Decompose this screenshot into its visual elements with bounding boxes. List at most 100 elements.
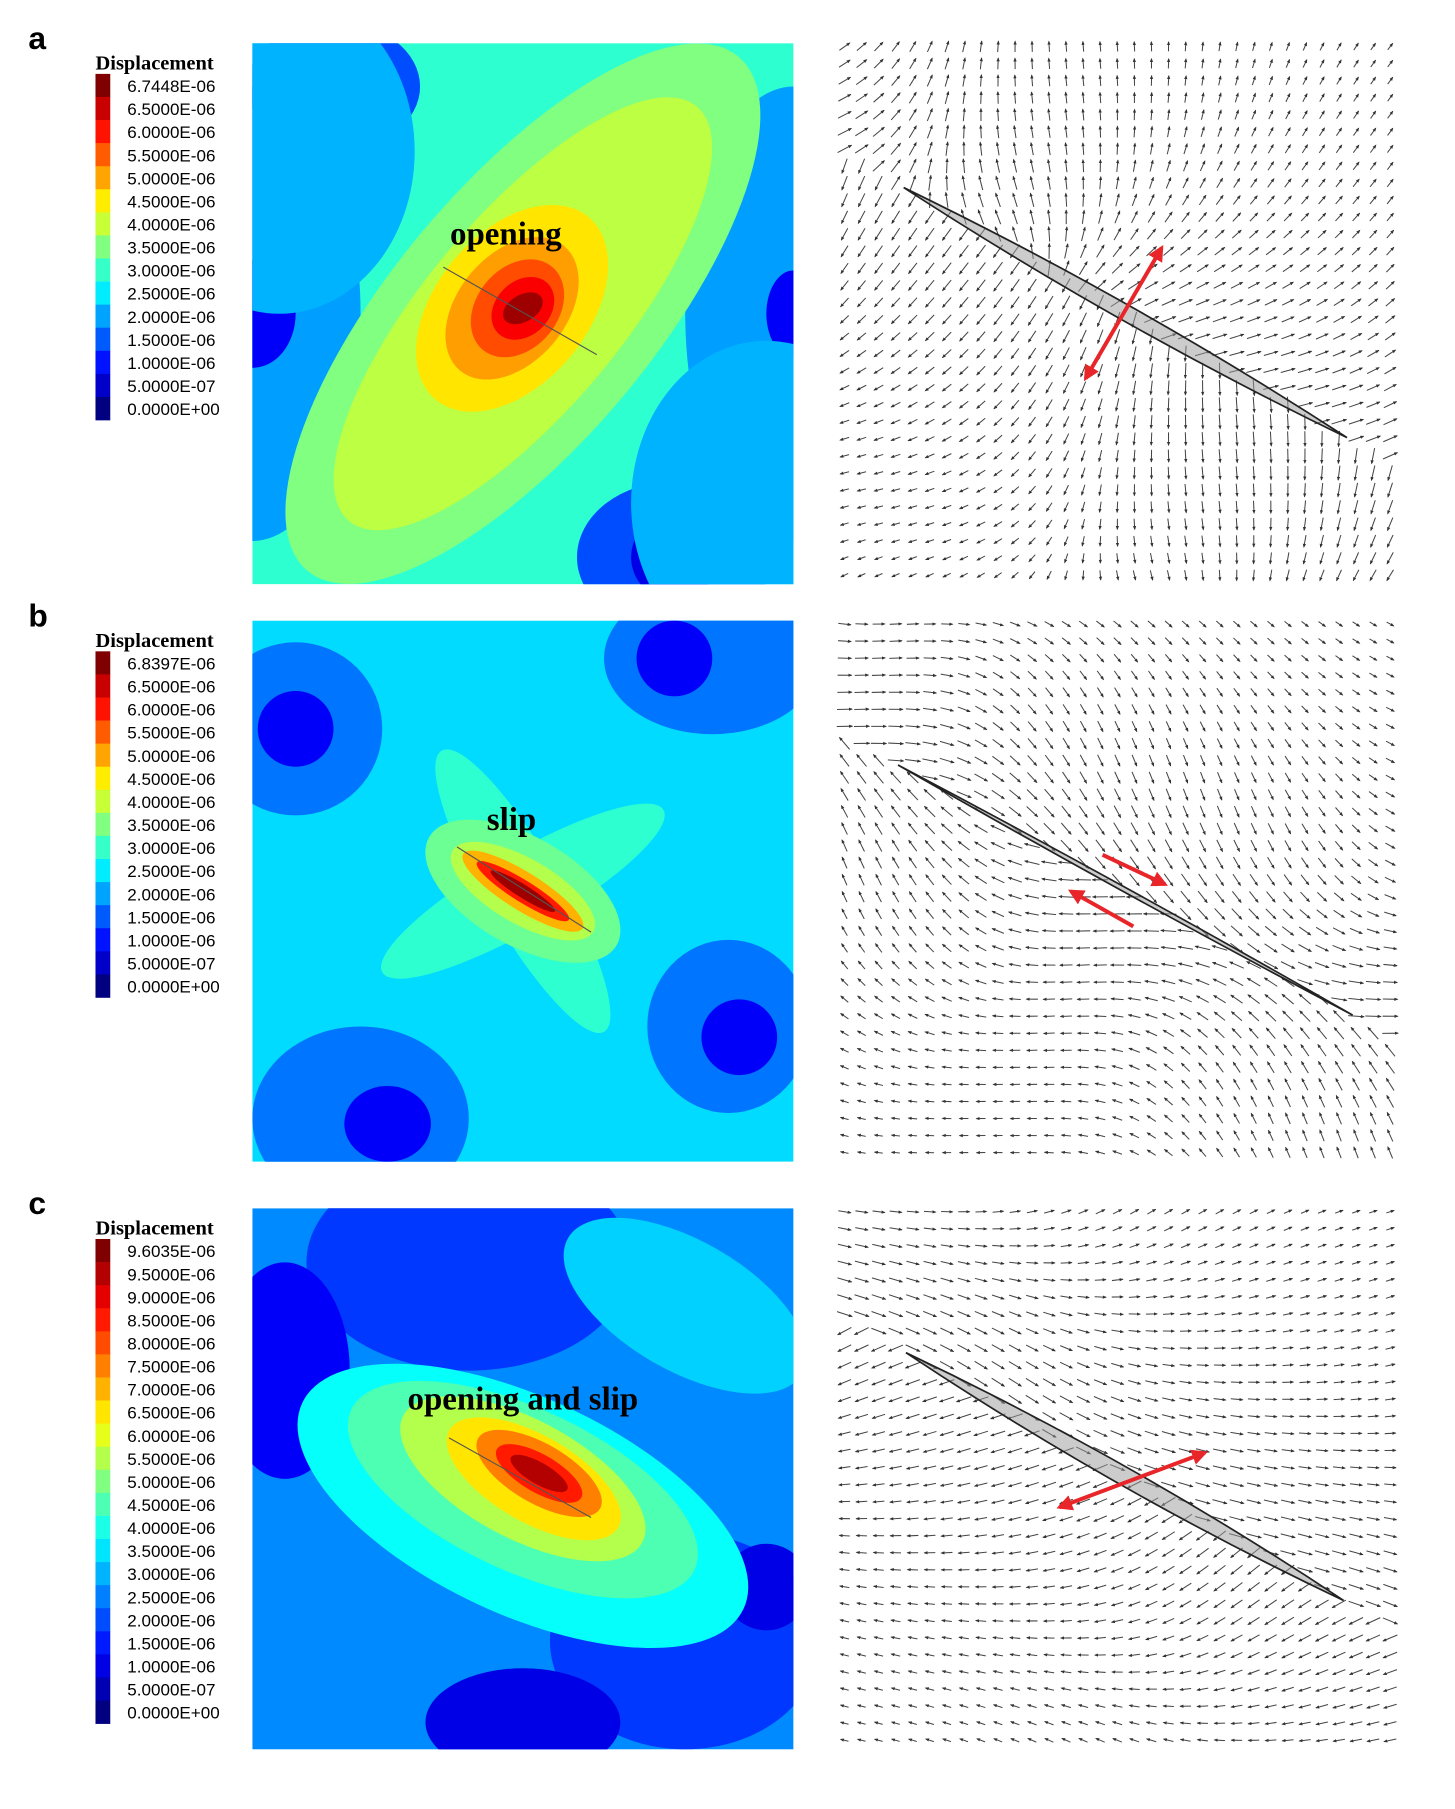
vector-arrow <box>1200 755 1204 765</box>
vector-arrow <box>1335 213 1342 221</box>
vector-arrow <box>977 349 985 358</box>
vector-arrow <box>1352 1244 1360 1247</box>
vector-arrow <box>873 1552 884 1553</box>
vector-arrow <box>958 724 971 729</box>
vector-arrow <box>1183 738 1187 748</box>
vector-arrow <box>840 1654 849 1656</box>
vector-arrow <box>941 1295 954 1300</box>
vector-arrow <box>1253 432 1254 446</box>
vector-arrow <box>1300 1347 1310 1349</box>
vector-arrow <box>1149 772 1154 783</box>
vector-arrow <box>1131 671 1137 680</box>
vector-arrow <box>891 1101 900 1103</box>
vector-arrow <box>1316 1467 1328 1469</box>
vector-arrow <box>1302 723 1309 730</box>
vector-arrow <box>1077 1329 1089 1332</box>
vector-arrow <box>1028 1705 1037 1708</box>
vector-arrow <box>855 128 868 136</box>
vector-arrow <box>1011 366 1019 376</box>
vector-arrow <box>1246 369 1261 373</box>
vector-arrow <box>1299 1483 1312 1485</box>
vector-arrow <box>1338 500 1341 513</box>
vector-arrow <box>927 92 932 104</box>
vector-arrow <box>1281 962 1295 969</box>
vector-arrow <box>1322 448 1323 463</box>
vector-arrow <box>1371 1130 1376 1142</box>
vector-arrow <box>855 1345 869 1352</box>
vector-arrow <box>1316 1722 1328 1724</box>
vector-arrow <box>908 1637 917 1639</box>
vector-arrow <box>1083 553 1084 563</box>
vector-arrow <box>1195 946 1210 950</box>
vector-arrow <box>1066 58 1067 68</box>
vector-arrow <box>1388 111 1393 118</box>
vector-arrow <box>1180 1601 1191 1608</box>
vector-arrow <box>923 1380 937 1385</box>
vector-arrow <box>977 453 986 459</box>
vector-arrow <box>1195 1500 1210 1504</box>
vector-arrow <box>925 315 934 324</box>
vector-arrow <box>1027 1671 1037 1673</box>
vector-arrow <box>1386 1227 1394 1230</box>
vector-arrow <box>859 874 864 885</box>
vector-arrow <box>1027 1688 1036 1690</box>
vector-arrow <box>1060 1313 1072 1316</box>
vector-arrow <box>1132 772 1137 783</box>
vector-arrow <box>1042 879 1057 881</box>
vector-arrow <box>1335 1061 1342 1073</box>
vector-arrow <box>1353 162 1359 170</box>
vector-arrow <box>1236 535 1237 546</box>
vector-arrow <box>1164 874 1173 886</box>
vector-arrow <box>959 962 969 968</box>
vector-arrow <box>925 488 934 491</box>
vector-arrow <box>923 1431 936 1435</box>
vector-arrow <box>840 333 849 340</box>
vector-arrow <box>926 245 935 256</box>
vector-arrow <box>1217 840 1223 852</box>
vector-arrow <box>1147 229 1155 239</box>
legend-swatch <box>95 1401 110 1424</box>
vector-arrow <box>1010 1638 1020 1639</box>
vector-arrow <box>874 402 883 406</box>
vector-arrow <box>837 1312 852 1317</box>
vector-arrow <box>1355 483 1358 497</box>
vector-arrow <box>1185 59 1186 68</box>
vector-arrow <box>1315 1551 1329 1555</box>
vector-arrow <box>1352 774 1360 781</box>
vector-arrow <box>1025 895 1039 898</box>
vector-arrow <box>924 1261 936 1264</box>
contour-band <box>637 621 713 697</box>
vector-arrow <box>841 298 849 307</box>
vector-arrow <box>992 756 1003 764</box>
vector-arrow <box>1350 946 1363 950</box>
vector-arrow <box>1200 789 1204 800</box>
vector-arrow <box>1029 417 1036 426</box>
vector-arrow <box>1182 638 1189 645</box>
vector-arrow <box>940 1466 953 1469</box>
vector-arrow <box>1334 1330 1343 1332</box>
vector-arrow <box>1387 639 1394 643</box>
vector-arrow <box>1214 1565 1226 1574</box>
vector-arrow <box>1134 433 1135 445</box>
vector-arrow <box>1117 143 1118 155</box>
vector-arrow <box>1333 945 1346 950</box>
vector-arrow <box>1130 1227 1139 1231</box>
vector-arrow <box>1166 195 1172 206</box>
vector-arrow <box>1011 538 1018 544</box>
vector-arrow <box>1349 1635 1363 1641</box>
vector-arrow <box>891 298 899 307</box>
vector-arrow <box>1248 1600 1260 1608</box>
vector-arrow <box>1285 773 1290 782</box>
vector-arrow <box>1163 1279 1173 1281</box>
vector-arrow <box>1370 213 1377 221</box>
vector-arrow <box>1060 1516 1073 1520</box>
vector-arrow <box>1009 1500 1022 1503</box>
vector-arrow <box>1388 77 1393 84</box>
vector-arrow <box>1168 346 1170 361</box>
vector-arrow <box>892 944 899 953</box>
vector-arrow <box>1352 265 1361 272</box>
vector-arrow <box>859 857 864 868</box>
vector-arrow <box>1234 1079 1240 1089</box>
vector-arrow <box>1388 128 1393 135</box>
vector-arrow <box>1146 1672 1157 1673</box>
